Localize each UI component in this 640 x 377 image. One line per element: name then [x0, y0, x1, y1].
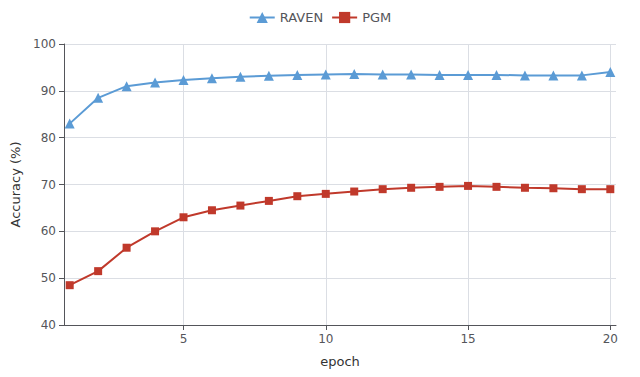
svg-text:5: 5	[180, 332, 188, 346]
svg-text:Accuracy (%): Accuracy (%)	[8, 142, 23, 228]
svg-text:10: 10	[318, 332, 333, 346]
svg-text:40: 40	[41, 318, 56, 332]
svg-text:60: 60	[41, 224, 56, 238]
svg-text:20: 20	[603, 332, 618, 346]
svg-text:90: 90	[41, 84, 56, 98]
svg-text:epoch: epoch	[320, 354, 360, 369]
svg-text:80: 80	[41, 131, 56, 145]
svg-text:50: 50	[41, 271, 56, 285]
svg-text:RAVEN: RAVEN	[280, 10, 323, 25]
svg-text:70: 70	[41, 178, 56, 192]
svg-text:100: 100	[33, 37, 56, 51]
svg-text:15: 15	[460, 332, 475, 346]
svg-text:PGM: PGM	[362, 10, 391, 25]
